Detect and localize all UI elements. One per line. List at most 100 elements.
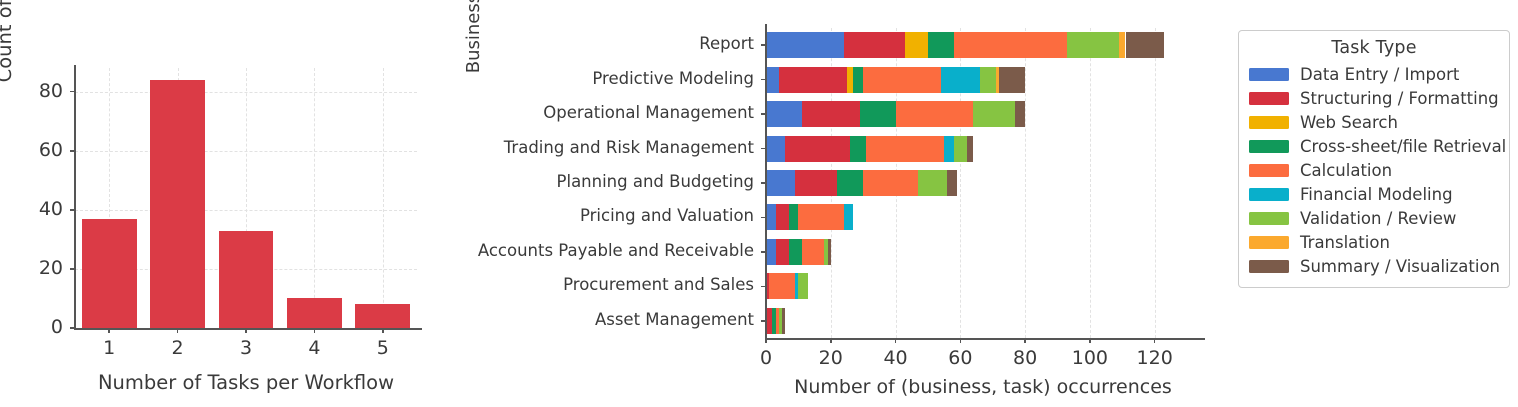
legend-color-swatch <box>1249 211 1289 225</box>
x-axis-tick <box>829 338 832 343</box>
table-row <box>766 238 1200 265</box>
bar-segment <box>850 135 867 162</box>
bar-segment <box>788 238 802 265</box>
y-axis-tick <box>70 149 75 152</box>
bar-segment <box>947 170 958 196</box>
y-axis-tick-label: Planning and Budgeting <box>556 172 754 191</box>
legend-item[interactable]: Financial Modeling <box>1249 182 1499 206</box>
legend-item[interactable]: Translation <box>1249 230 1499 254</box>
bar-segment <box>772 307 776 334</box>
left-plot-area: 0 20 40 60 80 1 2 3 4 5 <box>39 65 422 359</box>
bar-segment <box>918 170 948 196</box>
left-x-axis-title-wrap: Number of Tasks per Workflow <box>75 371 417 394</box>
bar-segment <box>782 307 786 334</box>
y-axis-tick <box>70 90 75 93</box>
x-axis-tick-label: 120 <box>1136 347 1173 369</box>
left-bar-chart-panel: Count of Workflows 0 20 40 60 80 1 2 3 4 5 Number… <box>0 0 450 407</box>
right-y-axis-title: Business Type <box>463 0 484 74</box>
legend-color-swatch <box>1249 163 1289 177</box>
legend-color-swatch <box>1249 235 1289 249</box>
bar-segment <box>995 66 1000 93</box>
legend-item[interactable]: Cross-sheet/file Retrieval <box>1249 134 1506 158</box>
y-axis-tick-label: 40 <box>38 197 63 220</box>
bar-segment <box>788 204 799 231</box>
bar-segment <box>769 273 796 300</box>
legend-item-label: Validation / Review <box>1300 208 1457 228</box>
bar-segment <box>766 66 779 93</box>
y-axis-tick <box>70 327 75 329</box>
table-row <box>766 204 1200 231</box>
legend-item[interactable]: Web Search <box>1249 110 1499 134</box>
legend-item-label: Cross-sheet/file Retrieval <box>1300 136 1507 156</box>
x-axis-tick <box>108 328 110 333</box>
bar-segment <box>846 66 854 93</box>
bar-segment <box>824 238 828 265</box>
x-axis-tick-label: 2 <box>171 337 184 359</box>
x-axis-tick <box>1153 338 1156 343</box>
table-row <box>766 101 1200 128</box>
bar-segment <box>766 307 773 334</box>
table-row <box>766 273 1200 300</box>
bar-segment <box>944 135 954 162</box>
legend-item[interactable]: Calculation <box>1249 158 1499 182</box>
x-gridline <box>382 68 384 328</box>
y-axis-tick-label: 20 <box>38 256 63 279</box>
x-axis-tick-label: 5 <box>376 337 389 359</box>
legend-color-swatch <box>1249 139 1289 153</box>
legend-item-label: Calculation <box>1300 160 1393 180</box>
bar-segment <box>1119 32 1126 59</box>
bar-segment <box>775 238 789 265</box>
bar-segment <box>863 66 941 93</box>
x-axis-spine <box>765 338 1205 340</box>
bar-segment <box>778 66 847 93</box>
bar-segment <box>801 238 825 265</box>
bar-segment <box>778 307 783 334</box>
y-axis-tick-label: 80 <box>38 79 63 102</box>
legend-item[interactable]: Validation / Review <box>1249 206 1499 230</box>
legend-item[interactable]: Summary / Visualization <box>1249 254 1501 278</box>
bar-segment <box>775 204 789 231</box>
y-axis-tick <box>761 285 766 288</box>
bar <box>355 304 411 328</box>
legend-item[interactable]: Data Entry / Import <box>1249 62 1499 86</box>
legend-title: Task Type <box>1331 38 1417 58</box>
bar <box>150 79 205 328</box>
legend-box: Task Type Data Entry / Import Structuring… <box>1238 30 1510 288</box>
bar-segment <box>785 135 851 162</box>
legend-color-swatch <box>1249 67 1289 81</box>
x-axis-tick <box>959 338 962 343</box>
legend-item-label: Summary / Visualization <box>1300 256 1501 276</box>
x-gridline <box>246 68 247 328</box>
bar <box>287 298 342 328</box>
legend-item[interactable]: Structuring / Formatting <box>1249 86 1499 110</box>
x-axis-tick <box>1024 338 1026 343</box>
bar-segment <box>905 32 928 59</box>
right-stacked-bar-chart-panel: Business Type Report Predictive Modeling O… <box>455 0 1245 407</box>
legend-item-label: Data Entry / Import <box>1300 64 1460 84</box>
x-gridline <box>109 68 111 328</box>
bar-segment <box>863 170 919 196</box>
legend-color-swatch <box>1249 259 1289 273</box>
y-axis-tick-label: Accounts Payable and Receivable <box>477 240 754 260</box>
y-axis-tick-label: Predictive Modeling <box>592 68 754 88</box>
y-axis-tick <box>70 209 75 211</box>
right-plot-area: Report Predictive Modeling Operational Man… <box>478 24 1205 369</box>
x-axis-tick-label: 1 <box>103 337 116 359</box>
x-gridline <box>1025 28 1027 338</box>
y-axis-tick <box>761 78 766 81</box>
bar-segment <box>973 101 1016 128</box>
bar <box>81 218 137 328</box>
y-axis-tick <box>761 147 766 150</box>
x-axis-tick-label: 40 <box>883 347 908 369</box>
bar-segment <box>859 101 896 128</box>
x-axis-tick <box>894 338 897 343</box>
bar-segment <box>766 101 802 128</box>
bar-segment <box>1015 101 1026 128</box>
bar-segment <box>766 170 796 196</box>
bar-segment <box>843 32 906 59</box>
y-axis-tick-label: Procurement and Sales <box>563 275 754 295</box>
bar-segment <box>843 204 854 231</box>
bar-segment <box>798 204 844 231</box>
x-axis-tick <box>382 328 384 333</box>
x-axis-tick-label: 80 <box>1013 347 1038 369</box>
